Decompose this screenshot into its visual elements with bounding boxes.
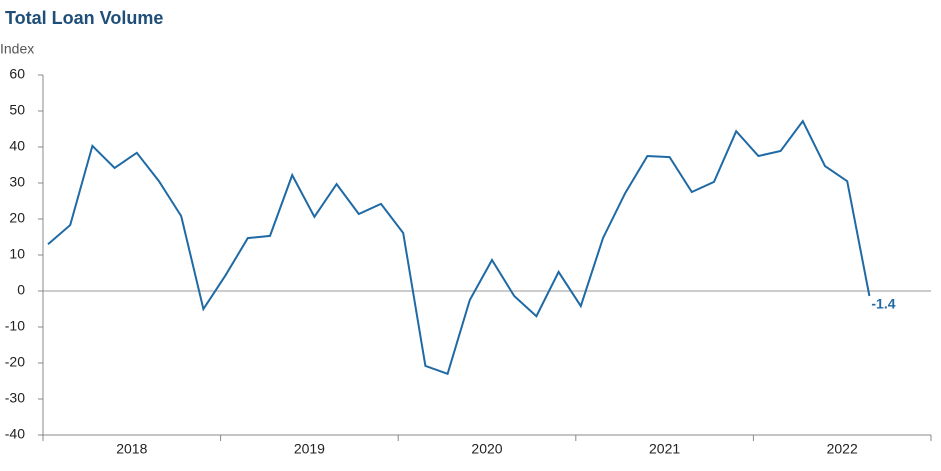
y-tick-label: -40 — [5, 426, 25, 442]
y-tick-label: 10 — [9, 246, 25, 262]
y-tick-label: -20 — [5, 354, 25, 370]
y-tick-label: 40 — [9, 138, 25, 154]
y-tick-label: 30 — [9, 174, 25, 190]
y-tick-label: 60 — [9, 66, 25, 82]
y-tick-label: 20 — [9, 210, 25, 226]
x-tick-label: 2018 — [116, 441, 147, 457]
x-tick-label: 2019 — [294, 441, 325, 457]
x-tick-label: 2021 — [649, 441, 680, 457]
x-tick-label: 2020 — [471, 441, 502, 457]
y-tick-label: -30 — [5, 390, 25, 406]
x-tick-label: 2022 — [827, 441, 858, 457]
end-value-label: -1.4 — [871, 296, 895, 312]
chart-title: Total Loan Volume — [5, 8, 163, 28]
data-line — [47, 119, 871, 376]
y-tick-label: -10 — [5, 318, 25, 334]
y-axis-label: Index — [0, 41, 34, 57]
y-tick-label: 0 — [17, 282, 25, 298]
y-tick-label: 50 — [9, 102, 25, 118]
